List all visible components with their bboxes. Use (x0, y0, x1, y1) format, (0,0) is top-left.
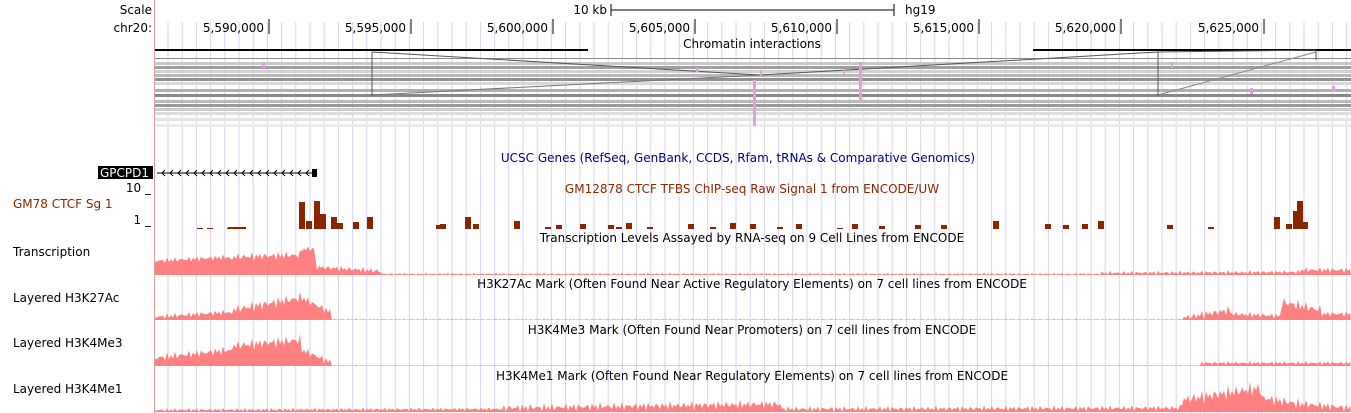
track-label-h3k4me1[interactable]: Layered H3K4Me1 (13, 382, 123, 396)
track-title-h3k27ac: H3K27Ac Mark (Often Found Near Active Re… (477, 277, 1027, 291)
ruler-position-label: 5,600,000 (487, 21, 548, 35)
ctcf-signal (197, 201, 1308, 229)
scale-bar-text: 10 kb (573, 3, 607, 17)
panel-divider (154, 0, 155, 413)
ruler[interactable]: 10 kb hg19 5,590,000 5,595,000 5,600,000 5,… (203, 3, 1265, 35)
h3k4me3-signal (155, 334, 1351, 366)
ruler-position-label: 5,620,000 (1055, 21, 1116, 35)
track-title-genes: UCSC Genes (RefSeq, GenBank, CCDS, Rfam,… (501, 151, 975, 165)
h3k4me1-track[interactable]: H3K4Me1 Mark (Often Found Near Regulator… (155, 369, 1351, 412)
track-title-h3k4me1: H3K4Me1 Mark (Often Found Near Regulator… (496, 369, 1008, 383)
ruler-ticks: 5,590,000 5,595,000 5,600,000 5,605,000 5,61… (203, 19, 1265, 35)
genes-track[interactable]: UCSC Genes (RefSeq, GenBank, CCDS, Rfam,… (98, 151, 975, 180)
track-title-transcription: Transcription Levels Assayed by RNA-seq … (539, 231, 964, 245)
ruler-position-label: 5,625,000 (1198, 21, 1259, 35)
ruler-position-label: 5,610,000 (771, 21, 832, 35)
ruler-position-label: 5,595,000 (345, 21, 406, 35)
ruler-scale-label: Scale (119, 3, 152, 17)
track-label-h3k27ac[interactable]: Layered H3K27Ac (13, 291, 120, 305)
gene-exon (312, 169, 317, 177)
interaction-highlights (262, 62, 1335, 126)
gridlines (167, 22, 1348, 413)
h3k4me1-signal (155, 381, 1351, 412)
h3k27ac-signal (155, 292, 1351, 320)
transcription-signal (155, 246, 1351, 275)
track-title-ctcf: GM12878 CTCF TFBS ChIP-seq Raw Signal 1 … (565, 182, 939, 196)
ctcf-ymax-label: 10 _ (125, 181, 151, 195)
ruler-chrom-label: chr20: (113, 21, 152, 35)
gene-name-gpcpd1[interactable]: GPCPD1 (100, 166, 149, 180)
ruler-position-label: 5,615,000 (913, 21, 974, 35)
gene-label-bg (98, 166, 153, 179)
track-title-chromatin: Chromatin interactions (683, 37, 821, 51)
ctcf-ymin-label: 1 _ (133, 213, 151, 227)
h3k27ac-track[interactable]: H3K27Ac Mark (Often Found Near Active Re… (155, 277, 1351, 320)
ruler-position-label: 5,590,000 (203, 21, 264, 35)
track-label-transcription[interactable]: Transcription (13, 245, 91, 259)
track-title-h3k4me3: H3K4Me3 Mark (Often Found Near Promoters… (528, 323, 977, 337)
transcription-track[interactable]: Transcription Levels Assayed by RNA-seq … (155, 231, 1351, 275)
track-label-ctcf[interactable]: GM78 CTCF Sg 1 (13, 197, 113, 211)
track-label-h3k4me3[interactable]: Layered H3K4Me3 (13, 336, 123, 350)
assembly-label: hg19 (905, 3, 936, 17)
h3k4me3-track[interactable]: H3K4Me3 Mark (Often Found Near Promoters… (155, 323, 1351, 366)
gene-strand-arrows (161, 169, 310, 177)
ctcf-track[interactable]: GM12878 CTCF TFBS ChIP-seq Raw Signal 1 … (197, 182, 1308, 229)
ruler-position-label: 5,605,000 (629, 21, 690, 35)
chromatin-interactions-track[interactable]: Chromatin interactions (155, 37, 1351, 127)
